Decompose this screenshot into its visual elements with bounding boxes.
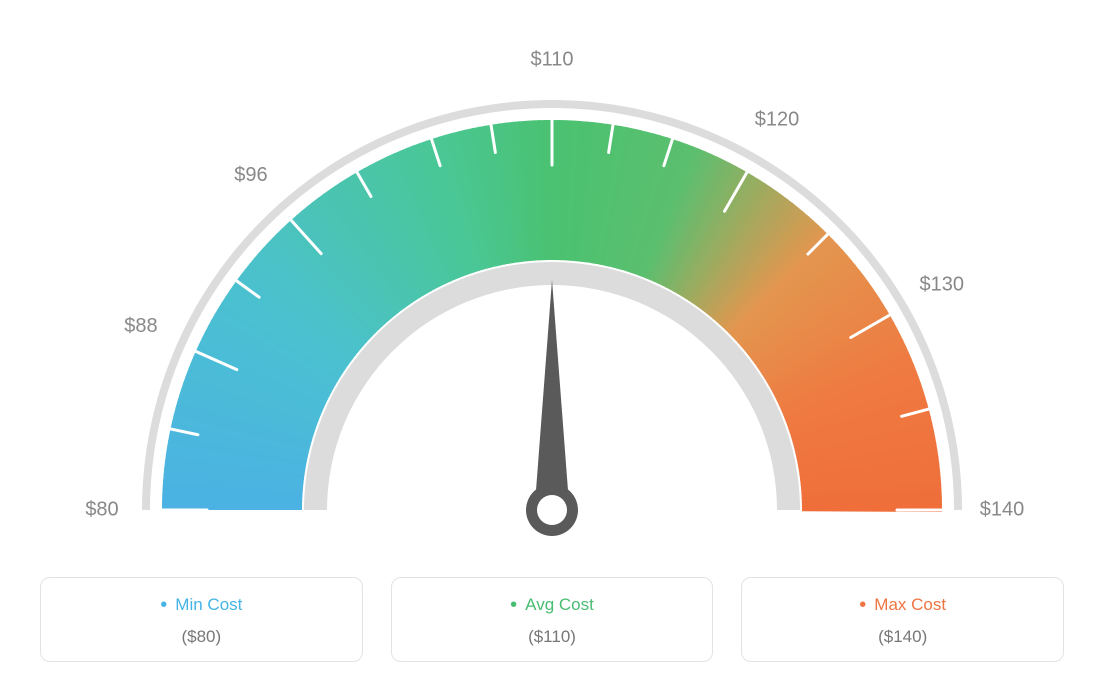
- legend-max-value: ($140): [752, 627, 1053, 647]
- legend-min-value: ($80): [51, 627, 352, 647]
- legend-avg-label: Avg Cost: [402, 594, 703, 617]
- legend-avg-value: ($110): [402, 627, 703, 647]
- svg-text:$110: $110: [530, 48, 573, 70]
- svg-text:$140: $140: [980, 498, 1025, 520]
- legend-card-avg: Avg Cost ($110): [391, 577, 714, 662]
- svg-text:$130: $130: [919, 273, 964, 295]
- gauge-chart-container: $80 $88 $96 $110 $120 $130 $140 Min Cost ($80)…: [0, 0, 1104, 690]
- svg-text:$88: $88: [124, 315, 157, 337]
- legend-min-label: Min Cost: [51, 594, 352, 617]
- legend-row: Min Cost ($80) Avg Cost ($110) Max Cost …: [40, 577, 1064, 662]
- gauge: $80 $88 $96 $110 $120 $130 $140: [52, 10, 1052, 575]
- svg-text:$120: $120: [755, 109, 800, 131]
- legend-max-label: Max Cost: [752, 594, 1053, 617]
- legend-card-max: Max Cost ($140): [741, 577, 1064, 662]
- svg-text:$80: $80: [85, 498, 118, 520]
- legend-card-min: Min Cost ($80): [40, 577, 363, 662]
- svg-text:$96: $96: [234, 164, 267, 186]
